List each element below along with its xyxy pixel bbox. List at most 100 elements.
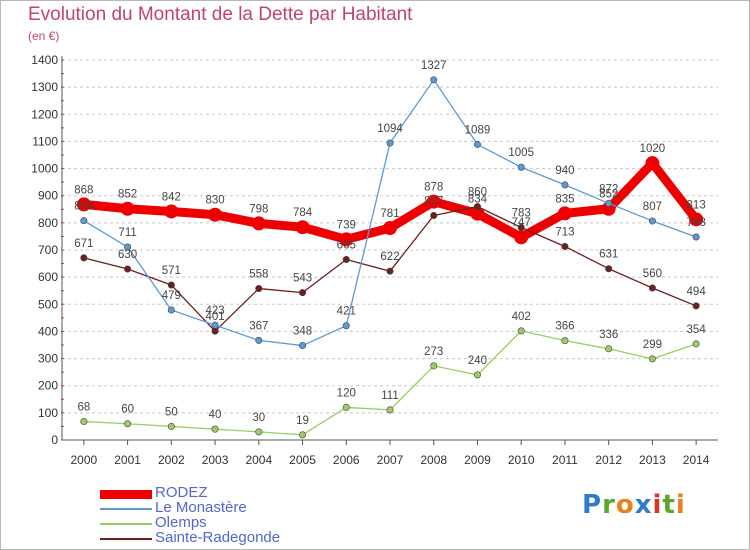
data-point (167, 281, 175, 289)
x-tick-label: 2009 (464, 453, 491, 467)
data-label: 111 (381, 390, 398, 402)
data-label: 366 (555, 321, 574, 333)
data-label: 299 (643, 339, 662, 351)
y-tick-label: 0 (51, 433, 58, 447)
x-tick-label: 2000 (71, 453, 98, 467)
data-point (208, 207, 223, 222)
legend-swatch (100, 538, 152, 540)
data-point (470, 206, 485, 221)
legend-label: Sainte-Radegonde (155, 529, 281, 546)
legend-item: RODEZ (100, 484, 400, 502)
data-label: 798 (249, 203, 268, 215)
y-tick-label: 1400 (31, 53, 58, 67)
data-point (386, 139, 394, 147)
data-point (386, 267, 394, 275)
data-label: 402 (512, 311, 531, 323)
data-label: 336 (599, 329, 618, 341)
y-tick-label: 1000 (31, 162, 58, 176)
data-label: 747 (512, 217, 531, 229)
data-label: 421 (337, 306, 356, 318)
x-tick-label: 2003 (202, 453, 229, 467)
data-point (211, 425, 219, 433)
data-label: 830 (205, 195, 224, 207)
data-point (561, 181, 569, 189)
data-point (124, 243, 132, 251)
data-label: 1094 (377, 123, 403, 135)
data-point (342, 322, 350, 330)
legend-item: Sainte-Radegonde (100, 529, 400, 547)
data-point (692, 340, 700, 348)
legend-swatch (100, 490, 152, 499)
data-label: 1005 (508, 147, 534, 159)
data-label: 835 (555, 193, 574, 205)
chart-unit-label: (en €) (28, 29, 60, 43)
data-label: 1327 (421, 60, 447, 72)
data-point (692, 233, 700, 241)
y-tick-label: 100 (38, 406, 58, 420)
series-sainte-radegonde (80, 203, 700, 335)
data-point (167, 306, 175, 314)
data-point (124, 420, 132, 428)
data-label: 940 (555, 165, 574, 177)
data-point (255, 336, 263, 344)
data-point (514, 230, 529, 245)
legend-label: Olemps (155, 514, 207, 531)
x-tick-label: 2002 (158, 453, 185, 467)
data-point (473, 371, 481, 379)
data-label: 348 (293, 326, 312, 338)
y-tick-label: 900 (38, 189, 58, 203)
data-label: 852 (599, 189, 618, 201)
data-label: 807 (643, 201, 662, 213)
y-tick-label: 700 (38, 243, 58, 257)
y-tick-label: 1300 (31, 80, 58, 94)
data-point (517, 223, 525, 231)
data-label: 860 (468, 187, 487, 199)
y-tick-label: 800 (38, 216, 58, 230)
data-label: 711 (118, 227, 136, 239)
data-label: 68 (77, 402, 90, 414)
data-point (299, 431, 307, 439)
data-point (299, 289, 307, 297)
data-point (255, 428, 263, 436)
data-point (430, 362, 438, 370)
data-label: 120 (337, 387, 356, 399)
data-point (430, 76, 438, 84)
x-tick-label: 2007 (377, 453, 404, 467)
data-label: 631 (599, 249, 618, 261)
data-point (689, 212, 704, 227)
data-point (299, 342, 307, 350)
data-point (342, 403, 350, 411)
x-tick-label: 2011 (552, 453, 578, 467)
legend-item: Olemps (100, 514, 400, 532)
data-label: 423 (205, 305, 224, 317)
data-label: 834 (468, 194, 488, 206)
data-label: 543 (293, 273, 312, 285)
data-point (605, 199, 613, 207)
series-le-monast-re (80, 76, 700, 350)
data-label: 40 (209, 409, 222, 421)
x-tick-label: 2013 (639, 453, 666, 467)
data-point (80, 217, 88, 225)
data-label: 827 (424, 196, 443, 208)
data-label: 852 (118, 189, 137, 201)
data-point (251, 216, 266, 231)
data-label: 622 (380, 251, 399, 263)
data-label: 868 (74, 184, 93, 196)
data-point (80, 254, 88, 262)
x-tick-label: 2010 (508, 453, 535, 467)
data-label: 784 (293, 207, 313, 219)
data-point (648, 355, 656, 363)
data-label: 1020 (640, 143, 666, 155)
data-label: 354 (687, 324, 707, 336)
legend-swatch (100, 508, 152, 510)
data-label: 571 (162, 265, 181, 277)
y-tick-label: 1100 (32, 134, 58, 148)
series-olemps (80, 327, 700, 439)
legend-label: Le Monastère (155, 499, 247, 516)
y-tick-label: 200 (38, 379, 58, 393)
x-tick-label: 2014 (683, 453, 710, 467)
x-tick-label: 2001 (114, 453, 141, 467)
data-label: 494 (687, 286, 707, 298)
data-point (167, 422, 175, 430)
data-point (339, 232, 354, 247)
